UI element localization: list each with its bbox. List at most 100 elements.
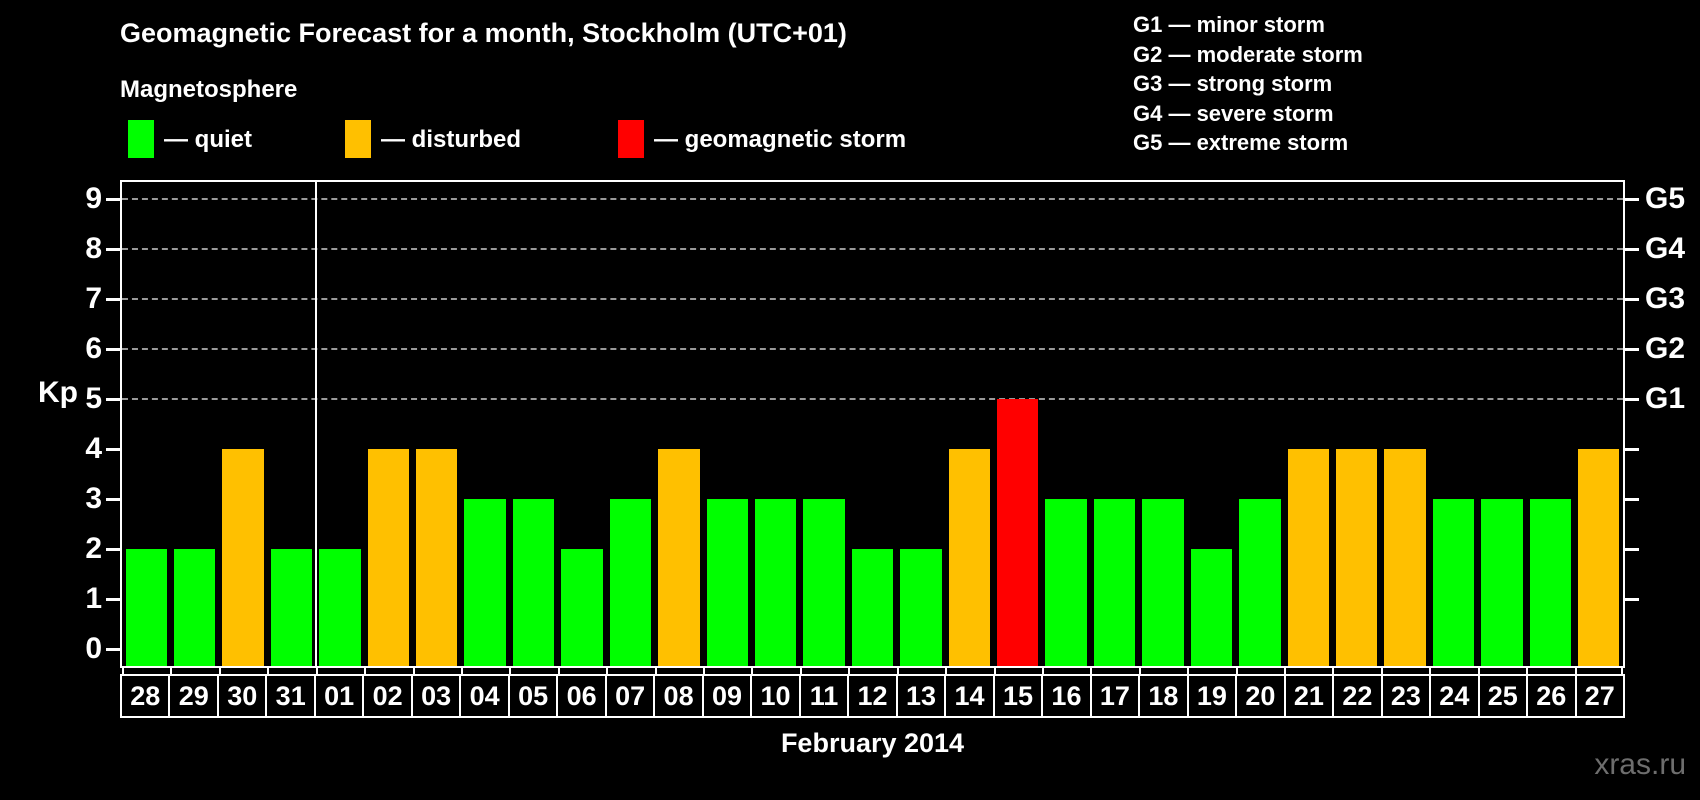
day-label-29: 29 bbox=[168, 674, 219, 718]
month-divider bbox=[314, 182, 317, 666]
x-axis-tick-24 bbox=[1284, 666, 1287, 676]
y-axis-tick-2 bbox=[106, 548, 120, 551]
kp-bar-day-31 bbox=[270, 549, 313, 666]
x-axis-tick-9 bbox=[557, 666, 560, 676]
day-label-03: 03 bbox=[410, 674, 462, 718]
kp-bar-day-18 bbox=[1142, 499, 1184, 666]
right-axis-label-g1: G1 bbox=[1645, 382, 1686, 415]
x-axis-tick-7 bbox=[460, 666, 463, 676]
y-axis-tick-7 bbox=[106, 298, 120, 301]
kp-bar-day-26 bbox=[1529, 499, 1572, 666]
disturbed-legend-label: — disturbed bbox=[381, 126, 522, 153]
y-axis-label-2: 2 bbox=[85, 532, 102, 565]
chart-title: Geomagnetic Forecast for a month, Stockh… bbox=[120, 18, 847, 48]
x-axis-tick-28 bbox=[1477, 666, 1480, 676]
x-axis-title: February 2014 bbox=[780, 728, 965, 758]
x-axis-tick-13 bbox=[751, 666, 754, 676]
day-label-27: 27 bbox=[1574, 674, 1626, 718]
kp-bar-day-11 bbox=[803, 499, 845, 666]
x-axis-tick-21 bbox=[1138, 666, 1141, 676]
kp-bar-day-21 bbox=[1287, 449, 1329, 666]
right-axis-tick-6 bbox=[1625, 348, 1639, 351]
storm-scale-item-g2: G2 — moderate storm bbox=[1133, 41, 1363, 67]
storm-scale-item-g5: G5 — extreme storm bbox=[1133, 130, 1349, 155]
x-axis-tick-20 bbox=[1090, 666, 1093, 676]
y-axis-label-9: 9 bbox=[85, 182, 102, 215]
right-axis-label-g4: G4 bbox=[1645, 232, 1686, 265]
kp-bar-day-24 bbox=[1432, 499, 1475, 666]
right-axis-tick-7 bbox=[1625, 298, 1639, 301]
gridline-kp9 bbox=[122, 198, 1623, 200]
x-axis-tick-30 bbox=[1574, 666, 1577, 676]
y-axis-label-1: 1 bbox=[85, 582, 102, 615]
right-axis-tick-4 bbox=[1625, 448, 1639, 451]
day-label-04: 04 bbox=[459, 674, 510, 718]
kp-bar-day-13 bbox=[900, 549, 942, 666]
kp-bar-day-05 bbox=[512, 499, 555, 666]
storm-scale-item-g1: G1 — minor storm bbox=[1133, 12, 1325, 37]
kp-bar-day-01 bbox=[319, 549, 361, 666]
y-axis-tick-5 bbox=[106, 398, 120, 401]
day-label-20: 20 bbox=[1235, 674, 1286, 718]
kp-bar-day-07 bbox=[609, 499, 652, 666]
x-axis-tick-23 bbox=[1235, 666, 1238, 676]
storm-color-swatch bbox=[618, 120, 644, 158]
x-axis-tick-18 bbox=[993, 666, 996, 676]
day-label-11: 11 bbox=[798, 674, 850, 718]
y-axis-label-3: 3 bbox=[85, 482, 102, 515]
quiet-legend-label: — quiet bbox=[164, 126, 252, 153]
kp-bar-day-30 bbox=[222, 449, 264, 666]
day-label-30: 30 bbox=[216, 674, 268, 718]
kp-bar-day-16 bbox=[1045, 499, 1087, 666]
day-label-02: 02 bbox=[362, 674, 413, 718]
day-label-28: 28 bbox=[120, 674, 171, 718]
gridline-kp7 bbox=[122, 298, 1623, 300]
right-axis-label-g2: G2 bbox=[1645, 332, 1686, 365]
x-axis-tick-15 bbox=[848, 666, 851, 676]
gridline-kp6 bbox=[122, 348, 1623, 350]
right-axis-tick-8 bbox=[1625, 248, 1639, 251]
storm-scale-legend: G1 — minor storm G2 — moderate storm G3 … bbox=[1133, 10, 1363, 158]
day-label-17: 17 bbox=[1089, 674, 1141, 718]
x-axis-tick-19 bbox=[1041, 666, 1044, 676]
kp-bar-day-17 bbox=[1093, 499, 1136, 666]
day-label-07: 07 bbox=[604, 674, 656, 718]
day-label-15: 15 bbox=[992, 674, 1044, 718]
watermark: xras.ru bbox=[1594, 748, 1686, 781]
kp-bar-day-06 bbox=[561, 549, 603, 666]
right-axis-tick-3 bbox=[1625, 498, 1639, 501]
right-axis-label-g5: G5 bbox=[1645, 182, 1686, 215]
day-label-13: 13 bbox=[895, 674, 947, 718]
y-axis-tick-4 bbox=[106, 448, 120, 451]
day-label-10: 10 bbox=[750, 674, 801, 718]
x-axis-day-labels: 28 29 30 31 01 02 03 04 05 06 07 08 09 10 11 12 13 14 15 16… bbox=[120, 674, 1626, 718]
day-label-21: 21 bbox=[1283, 674, 1335, 718]
x-axis-tick-10 bbox=[606, 666, 609, 676]
day-label-09: 09 bbox=[701, 674, 753, 718]
day-label-22: 22 bbox=[1332, 674, 1383, 718]
kp-bar-day-14 bbox=[948, 449, 991, 666]
kp-bar-day-22 bbox=[1335, 449, 1378, 666]
kp-bar-day-28 bbox=[125, 549, 167, 666]
magnetosphere-subtitle: Magnetosphere bbox=[120, 76, 298, 103]
gridline-kp8 bbox=[122, 248, 1623, 250]
day-label-08: 08 bbox=[653, 674, 704, 718]
x-axis-tick-3 bbox=[267, 666, 270, 676]
right-axis-tick-5 bbox=[1625, 398, 1639, 401]
x-axis-tick-11 bbox=[654, 666, 657, 676]
disturbed-color-swatch bbox=[345, 120, 371, 158]
kp-bar-day-10 bbox=[754, 499, 797, 666]
y-axis-tick-1 bbox=[106, 598, 120, 601]
kp-bar-day-02 bbox=[367, 449, 409, 666]
kp-bar-day-29 bbox=[173, 549, 216, 666]
quiet-color-swatch bbox=[128, 120, 154, 158]
y-axis-tick-9 bbox=[106, 198, 120, 201]
day-label-12: 12 bbox=[847, 674, 898, 718]
x-axis-tick-16 bbox=[896, 666, 899, 676]
day-label-18: 18 bbox=[1138, 674, 1189, 718]
day-label-23: 23 bbox=[1380, 674, 1432, 718]
x-axis-tick-27 bbox=[1429, 666, 1432, 676]
right-axis-tick-1 bbox=[1625, 598, 1639, 601]
kp-bar-day-12 bbox=[851, 549, 894, 666]
y-axis-tick-3 bbox=[106, 498, 120, 501]
